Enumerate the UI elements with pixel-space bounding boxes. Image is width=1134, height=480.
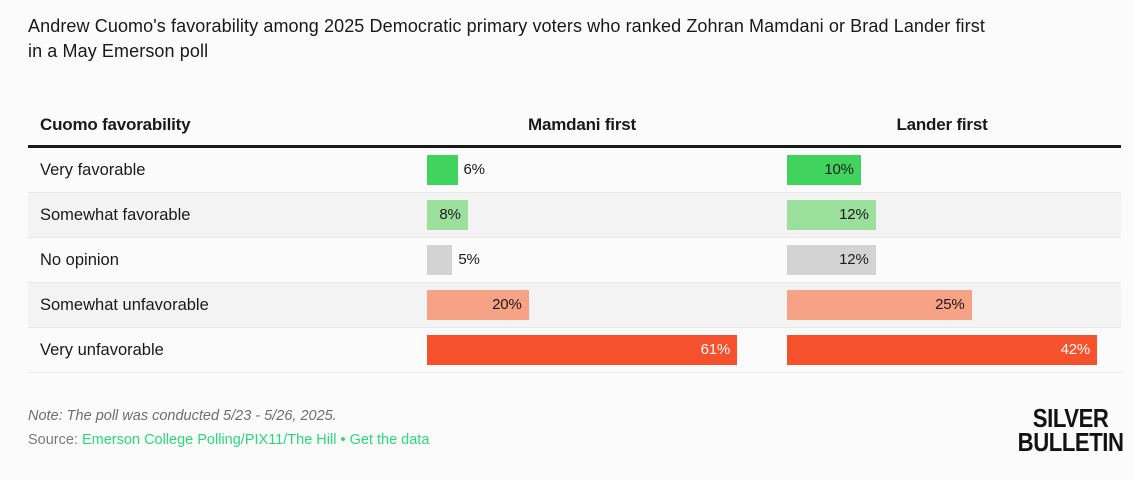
silver-bulletin-logo: SILVER BULLETIN bbox=[1018, 403, 1124, 457]
chart-title-line-2: in a May Emerson poll bbox=[28, 41, 209, 61]
chart-footer: Note: The poll was conducted 5/23 - 5/26… bbox=[28, 404, 1134, 453]
bar-track-lander: 25% bbox=[787, 290, 1097, 320]
column-header-mamdani: Mamdani first bbox=[528, 114, 636, 134]
chart-note: Note: The poll was conducted 5/23 - 5/26… bbox=[28, 408, 337, 424]
bar-value-label: 6% bbox=[463, 161, 485, 178]
bar-mamdani: 6% bbox=[427, 155, 485, 185]
bar-value-label: 42% bbox=[1060, 341, 1091, 358]
bar-track-mamdani: 8% bbox=[427, 200, 737, 230]
bar-lander: 10% bbox=[787, 155, 861, 185]
table-row: Somewhat unfavorable 20% 25% bbox=[28, 283, 1121, 328]
bar-value-label: 10% bbox=[824, 161, 854, 178]
table-body: Very favorable 6% 10% Somewhat favorable 8% 1… bbox=[28, 148, 1121, 373]
row-label: Very unfavorable bbox=[40, 340, 164, 359]
column-header-favorability: Cuomo favorability bbox=[40, 114, 191, 134]
bar-value-label: 12% bbox=[839, 251, 869, 268]
bar-value-label: 61% bbox=[700, 341, 731, 358]
bar-track-mamdani: 6% bbox=[427, 155, 737, 185]
bar-lander: 12% bbox=[787, 200, 876, 230]
chart-title-line-1: Andrew Cuomo's favorability among 2025 D… bbox=[28, 16, 985, 36]
bar-lander: 25% bbox=[787, 290, 972, 320]
row-label: Somewhat unfavorable bbox=[40, 295, 209, 314]
chart-title: Andrew Cuomo's favorability among 2025 D… bbox=[28, 14, 1134, 64]
bar-mamdani: 8% bbox=[427, 200, 468, 230]
row-label: No opinion bbox=[40, 250, 119, 269]
table-header: Cuomo favorability Mamdani first Lander … bbox=[28, 104, 1121, 148]
favorability-table: Cuomo favorability Mamdani first Lander … bbox=[28, 104, 1121, 373]
logo-line-1: SILVER bbox=[1033, 403, 1109, 433]
source-line: Source: Emerson College Polling/PIX11/Th… bbox=[28, 428, 1134, 453]
logo-line-2: BULLETIN bbox=[1018, 427, 1124, 457]
bar-lander: 12% bbox=[787, 245, 876, 275]
bar-value-label: 25% bbox=[935, 296, 965, 313]
bar-mamdani: 5% bbox=[427, 245, 480, 275]
separator-bullet: • bbox=[340, 432, 346, 448]
bar-value-label: 12% bbox=[839, 206, 869, 223]
bar-track-mamdani: 20% bbox=[427, 290, 737, 320]
table-row: Very favorable 6% 10% bbox=[28, 148, 1121, 193]
column-header-lander: Lander first bbox=[896, 114, 988, 134]
bar-mamdani: 61% bbox=[427, 335, 737, 365]
bar-lander: 42% bbox=[787, 335, 1097, 365]
bar-mamdani: 20% bbox=[427, 290, 529, 320]
bar-track-lander: 10% bbox=[787, 155, 1097, 185]
bar-track-mamdani: 61% bbox=[427, 335, 737, 365]
bar-track-lander: 12% bbox=[787, 245, 1097, 275]
row-label: Somewhat favorable bbox=[40, 205, 191, 224]
table-row: Very unfavorable 61% 42% bbox=[28, 328, 1121, 373]
bar-value-label: 20% bbox=[492, 296, 522, 313]
bar-track-lander: 12% bbox=[787, 200, 1097, 230]
source-label: Source: bbox=[28, 432, 78, 448]
table-row: No opinion 5% 12% bbox=[28, 238, 1121, 283]
source-link[interactable]: Emerson College Polling/PIX11/The Hill bbox=[82, 432, 337, 448]
table-row: Somewhat favorable 8% 12% bbox=[28, 193, 1121, 238]
get-data-link[interactable]: Get the data bbox=[349, 432, 430, 448]
row-label: Very favorable bbox=[40, 160, 146, 179]
bar-track-lander: 42% bbox=[787, 335, 1097, 365]
bar-value-label: 8% bbox=[439, 206, 461, 223]
bar-value-label: 5% bbox=[458, 251, 480, 268]
bar-track-mamdani: 5% bbox=[427, 245, 737, 275]
